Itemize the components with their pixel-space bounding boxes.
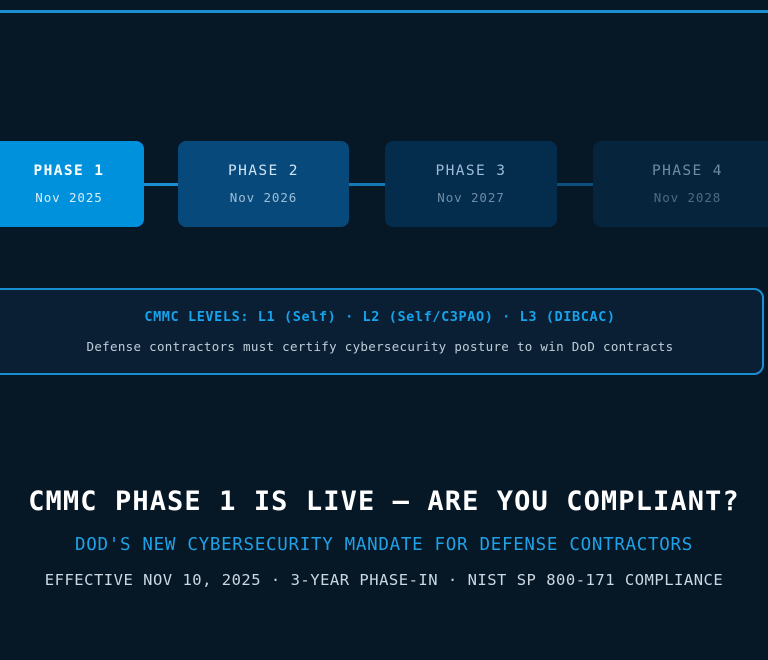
phase-2-label: PHASE 2: [228, 163, 299, 179]
phase-card-1[interactable]: PHASE 1 Nov 2025: [0, 141, 144, 227]
phase-4-label: PHASE 4: [652, 163, 723, 179]
page-headline: CMMC PHASE 1 IS LIVE — ARE YOU COMPLIANT…: [28, 486, 740, 517]
phase-1-date: Nov 2025: [35, 190, 103, 205]
top-accent-rule: [0, 10, 768, 13]
phase-card-3[interactable]: PHASE 3 Nov 2027: [385, 141, 557, 227]
phase-3-label: PHASE 3: [435, 163, 507, 179]
phase-2-date: Nov 2026: [229, 190, 298, 205]
headline-block: CMMC PHASE 1 IS LIVE — ARE YOU COMPLIANT…: [0, 482, 768, 592]
phase-timeline: PHASE 1 Nov 2025 PHASE 2 Nov 2026 PHASE …: [0, 141, 768, 227]
cmmc-levels-subtitle: Defense contractors must certify cyberse…: [86, 339, 674, 354]
cmmc-levels-title: CMMC LEVELS: L1 (Self) · L2 (Self/C3PAO)…: [144, 309, 616, 325]
phase-4-date: Nov 2028: [653, 190, 722, 205]
timeline-connector-2-3: [348, 183, 386, 186]
timeline-connector-3-4: [556, 183, 594, 186]
phase-3-date: Nov 2027: [437, 190, 505, 205]
page-detail-line: EFFECTIVE NOV 10, 2025 · 3-YEAR PHASE-IN…: [44, 571, 724, 589]
timeline-connector-1-2: [143, 183, 181, 186]
cmmc-levels-banner: CMMC LEVELS: L1 (Self) · L2 (Self/C3PAO)…: [0, 288, 764, 375]
phase-1-label: PHASE 1: [33, 163, 105, 179]
phase-card-2[interactable]: PHASE 2 Nov 2026: [178, 141, 349, 227]
page-subheadline: DOD'S NEW CYBERSECURITY MANDATE FOR DEFE…: [75, 535, 693, 555]
phase-card-4[interactable]: PHASE 4 Nov 2028: [593, 141, 768, 227]
